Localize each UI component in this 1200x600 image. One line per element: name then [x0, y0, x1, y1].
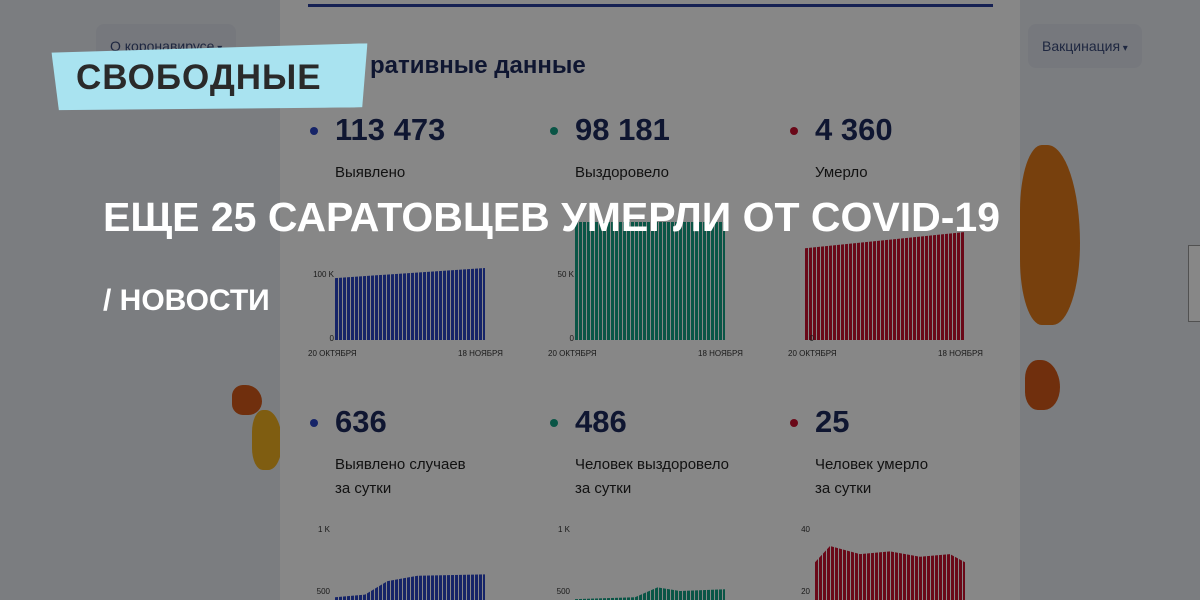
stat-label: за сутки [575, 480, 632, 497]
x-tick-label: 18 НОЯБРЯ [938, 349, 983, 358]
headline: ЕЩЕ 25 САРАТОВЦЕВ УМЕРЛИ ОТ COVID-19 [103, 194, 1001, 240]
stat-label: Выявлено [335, 164, 406, 181]
stat-label: Человек выздоровело [575, 456, 729, 473]
map-region [252, 410, 282, 470]
brand-name: СВОБОДНЫЕ [76, 58, 322, 97]
legend-dot [550, 419, 558, 427]
bar-chart [335, 268, 485, 340]
x-tick-label: 20 ОКТЯБРЯ [788, 349, 837, 358]
map-region [232, 385, 262, 415]
section-title: ративные данные [370, 52, 586, 79]
nav-button[interactable]: Вакцинация [1028, 24, 1142, 68]
bar-chart [805, 232, 965, 340]
y-tick-label: 0 [329, 334, 334, 343]
stat-label: за сутки [335, 480, 392, 497]
stat-label: Человек умерло [815, 456, 929, 473]
stat-label: Умерло [815, 164, 868, 181]
y-tick-label: 500 [556, 587, 570, 596]
x-tick-label: 18 НОЯБРЯ [698, 349, 743, 358]
stat-label: за сутки [815, 480, 872, 497]
map-zoom [1188, 245, 1200, 322]
rubric: / НОВОСТИ [103, 284, 270, 317]
y-tick-label: 40 [801, 525, 810, 534]
map-region [1025, 360, 1060, 410]
y-tick-label: 1 K [317, 525, 330, 534]
stat-label: Выздоровело [575, 164, 670, 181]
y-tick-label: 0 [569, 334, 574, 343]
stat-label: Выявлено случаев [335, 456, 466, 473]
stat-value: 98 181 [575, 112, 670, 147]
y-tick-label: 50 K [557, 270, 574, 279]
legend-dot [310, 419, 318, 427]
legend-dot [550, 127, 558, 135]
y-tick-label: 100 K [313, 270, 334, 279]
stat-value: 4 360 [815, 112, 893, 147]
stat-value: 25 [815, 404, 850, 439]
y-tick-label: 500 [316, 587, 330, 596]
x-tick-label: 18 НОЯБРЯ [458, 349, 503, 358]
stat-value: 486 [575, 404, 627, 439]
legend-dot [790, 127, 798, 135]
legend-dot [310, 127, 318, 135]
y-tick-label: 20 [801, 587, 810, 596]
stat-value: 636 [335, 404, 387, 439]
x-tick-label: 20 ОКТЯБРЯ [308, 349, 357, 358]
legend-dot [790, 419, 798, 427]
stat-value: 113 473 [335, 112, 446, 147]
y-tick-label: 0 [809, 334, 814, 343]
y-tick-label: 1 K [557, 525, 570, 534]
bar-chart [575, 222, 725, 340]
map-region [1020, 145, 1080, 325]
divider [308, 4, 993, 7]
x-tick-label: 20 ОКТЯБРЯ [548, 349, 597, 358]
